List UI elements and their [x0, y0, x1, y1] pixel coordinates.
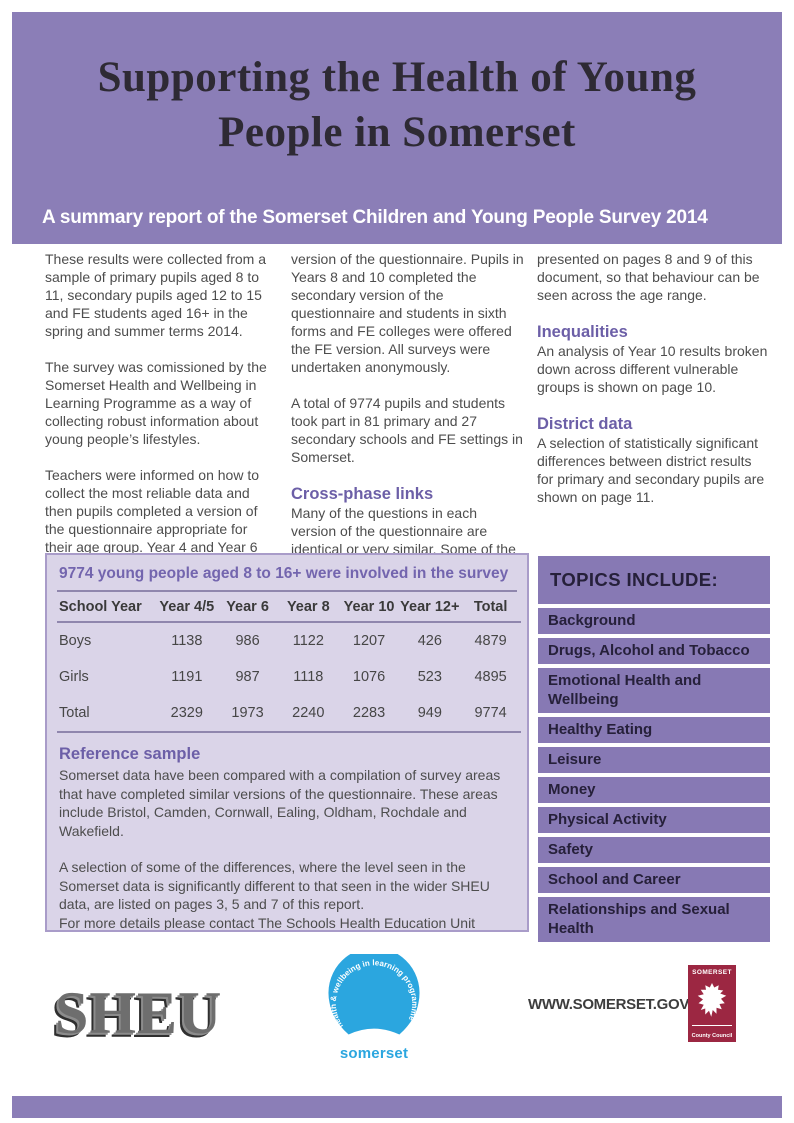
cell: 1207 [352, 633, 386, 649]
column-header: Year 12+ [399, 592, 461, 623]
paragraph: A total of 9774 pupils and students took… [291, 395, 523, 465]
intro-column-1: These results were collected from a samp… [45, 250, 278, 576]
column-header: School Year [57, 592, 157, 623]
topic-item-background: Background [538, 608, 770, 634]
survey-table: School Year Year 4/5 Year 6 Year 8 Year … [57, 592, 521, 733]
cell: 987 [235, 669, 260, 685]
cell: 1118 [293, 669, 324, 685]
table-header-row: School Year Year 4/5 Year 6 Year 8 Year … [57, 592, 521, 623]
divider [692, 1025, 732, 1027]
cell: 426 [417, 633, 442, 649]
sheu-logo: SHEU [55, 980, 223, 1046]
table-row: Girls 1191 987 1118 1076 523 4895 [57, 659, 521, 695]
cell: 4879 [474, 633, 507, 649]
cell: 949 [399, 695, 461, 733]
paragraph: An analysis of Year 10 results broken do… [537, 343, 768, 395]
paragraph: presented on pages 8 and 9 of this docum… [537, 251, 760, 303]
cell: 1138 [171, 633, 203, 649]
cell: 1973 [217, 695, 278, 733]
health-wellbeing-logo-label: somerset [339, 1045, 409, 1062]
report-header: Supporting the Health of Young People in… [12, 12, 782, 244]
paragraph: The survey was comissioned by the Somers… [45, 359, 267, 447]
health-wellbeing-logo-icon: health & wellbeing in learning programme [328, 954, 420, 1035]
paragraph: For more details please contact The Scho… [59, 914, 476, 931]
row-label: Total [57, 695, 157, 733]
row-label: Boys [59, 633, 92, 649]
topic-item-emotional-health: Emotional Health and Wellbeing [538, 668, 770, 713]
intro-column-2: version of the questionnaire. Pupils in … [291, 250, 524, 576]
topic-item-leisure: Leisure [538, 747, 770, 773]
topic-item-money: Money [538, 777, 770, 803]
divider [57, 590, 517, 592]
topic-item-safety: Safety [538, 837, 770, 863]
cell: 9774 [460, 695, 521, 733]
table-row: Total 2329 1973 2240 2283 949 9774 [57, 695, 521, 733]
cell: 523 [417, 669, 442, 685]
intro-columns: These results were collected from a samp… [45, 250, 771, 576]
somerset-gov-url: WWW.SOMERSET.GOV.UK [528, 996, 713, 1013]
report-subtitle: A summary report of the Somerset Childre… [42, 207, 708, 228]
somerset-county-council-logo: SOMERSET County Council [688, 965, 736, 1042]
paragraph: version of the questionnaire. Pupils in … [291, 251, 524, 375]
column-header: Year 10 [338, 592, 400, 623]
cell: 986 [235, 633, 260, 649]
paragraph: These results were collected from a samp… [45, 251, 266, 339]
intro-column-3: presented on pages 8 and 9 of this docum… [537, 250, 770, 576]
cell: 4895 [474, 669, 507, 685]
dragon-icon [697, 982, 727, 1017]
section-heading-cross-phase-links: Cross-phase links [291, 485, 434, 503]
topic-item-relationships-sexual-health: Relationships and Sexual Health [538, 897, 770, 942]
topic-item-physical-activity: Physical Activity [538, 807, 770, 833]
survey-panel-title: 9774 young people aged 8 to 16+ were inv… [59, 565, 509, 582]
section-heading-inequalities: Inequalities [537, 323, 628, 341]
column-header: Year 8 [277, 592, 339, 623]
topic-item-drugs-alcohol-tobacco: Drugs, Alcohol and Tobacco [538, 638, 770, 664]
health-wellbeing-logo: health & wellbeing in learning programme… [318, 954, 430, 1062]
reference-sample-section: Reference sample Somerset data have been… [47, 733, 527, 931]
table-row: Boys 1138 986 1122 1207 426 4879 [57, 622, 521, 659]
cell: 2283 [338, 695, 400, 733]
scc-logo-title: SOMERSET [692, 969, 732, 976]
column-header: Year 6 [217, 592, 278, 623]
row-label: Girls [59, 669, 89, 685]
cell: 1191 [171, 669, 203, 685]
paragraph: A selection of statistically significant… [537, 435, 765, 505]
scc-logo-subtitle: County Council [691, 1032, 733, 1039]
cell: 1076 [352, 669, 386, 685]
topics-sidebar: TOPICS INCLUDE: Background Drugs, Alcoho… [538, 556, 770, 942]
cell: 1122 [292, 633, 324, 649]
topic-item-school-and-career: School and Career [538, 867, 770, 893]
paragraph: Somerset data have been compared with a … [59, 767, 501, 839]
section-heading-district-data: District data [537, 415, 633, 433]
survey-panel: 9774 young people aged 8 to 16+ were inv… [45, 553, 529, 932]
footer-bar [12, 1096, 782, 1118]
section-heading-reference-sample: Reference sample [59, 745, 201, 763]
topic-item-healthy-eating: Healthy Eating [538, 717, 770, 743]
report-title: Supporting the Health of Young People in… [97, 54, 697, 157]
topics-header: TOPICS INCLUDE: [538, 556, 770, 604]
column-header: Total [460, 592, 521, 623]
cell: 2329 [156, 695, 218, 733]
cell: 2240 [277, 695, 339, 733]
paragraph: A selection of some of the differences, … [59, 859, 490, 912]
column-header: Year 4/5 [156, 592, 218, 623]
